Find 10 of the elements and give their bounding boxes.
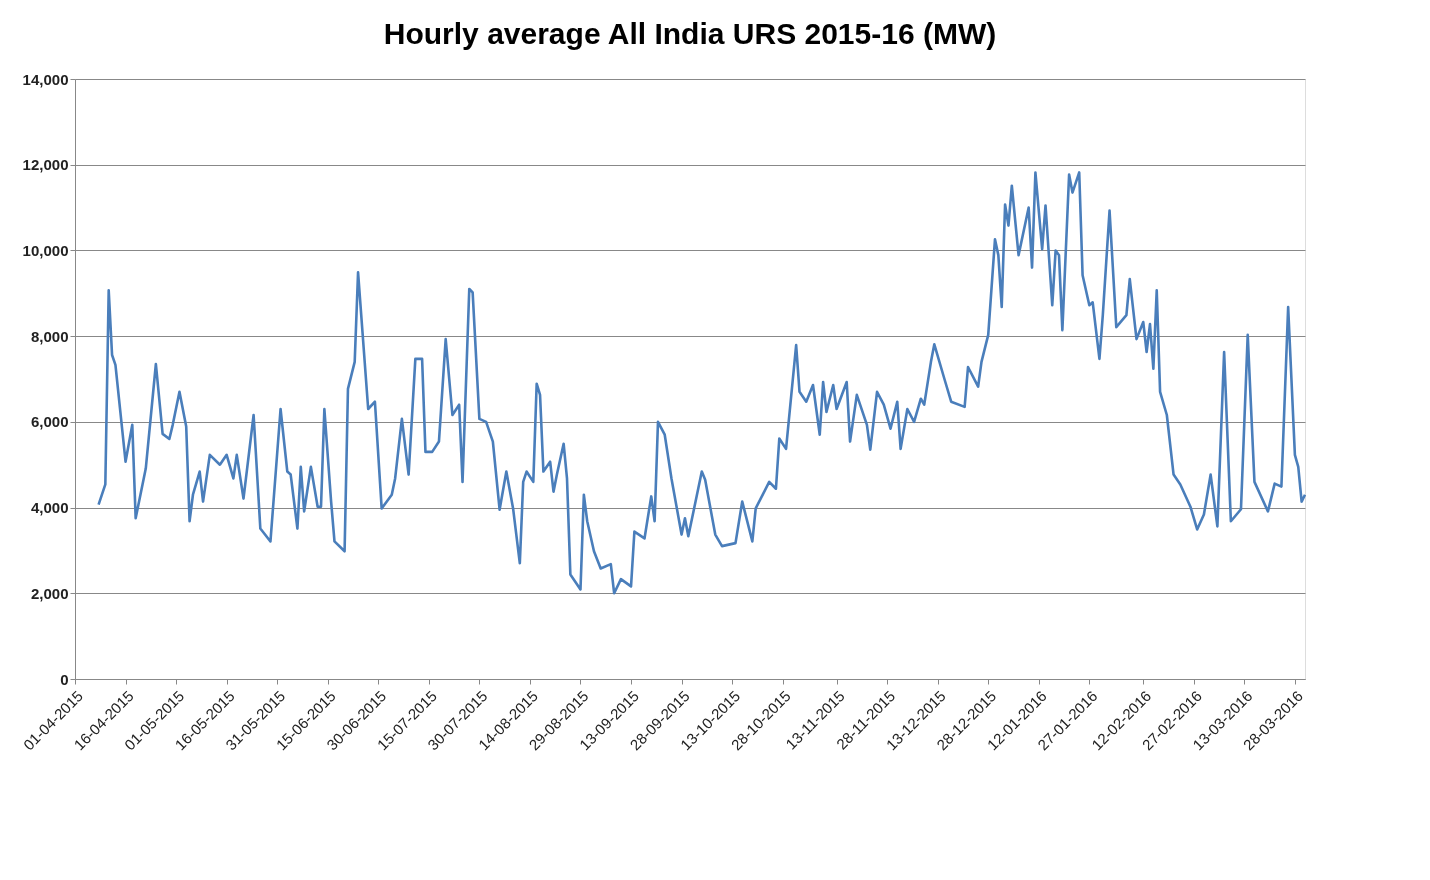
y-tick-label: 14,000 — [22, 70, 69, 88]
y-tick-label: 8,000 — [30, 327, 69, 345]
y-tick-label: 12,000 — [22, 156, 69, 174]
y-tick-label: 0 — [60, 670, 69, 688]
line-series — [97, 171, 1307, 595]
y-tick-label: 4,000 — [30, 499, 69, 517]
chart-title: Hourly average All India URS 2015-16 (MW) — [383, 17, 997, 50]
y-tick-label: 10,000 — [22, 241, 69, 259]
y-tick-label: 2,000 — [30, 584, 69, 602]
y-tick-label: 6,000 — [30, 413, 69, 431]
